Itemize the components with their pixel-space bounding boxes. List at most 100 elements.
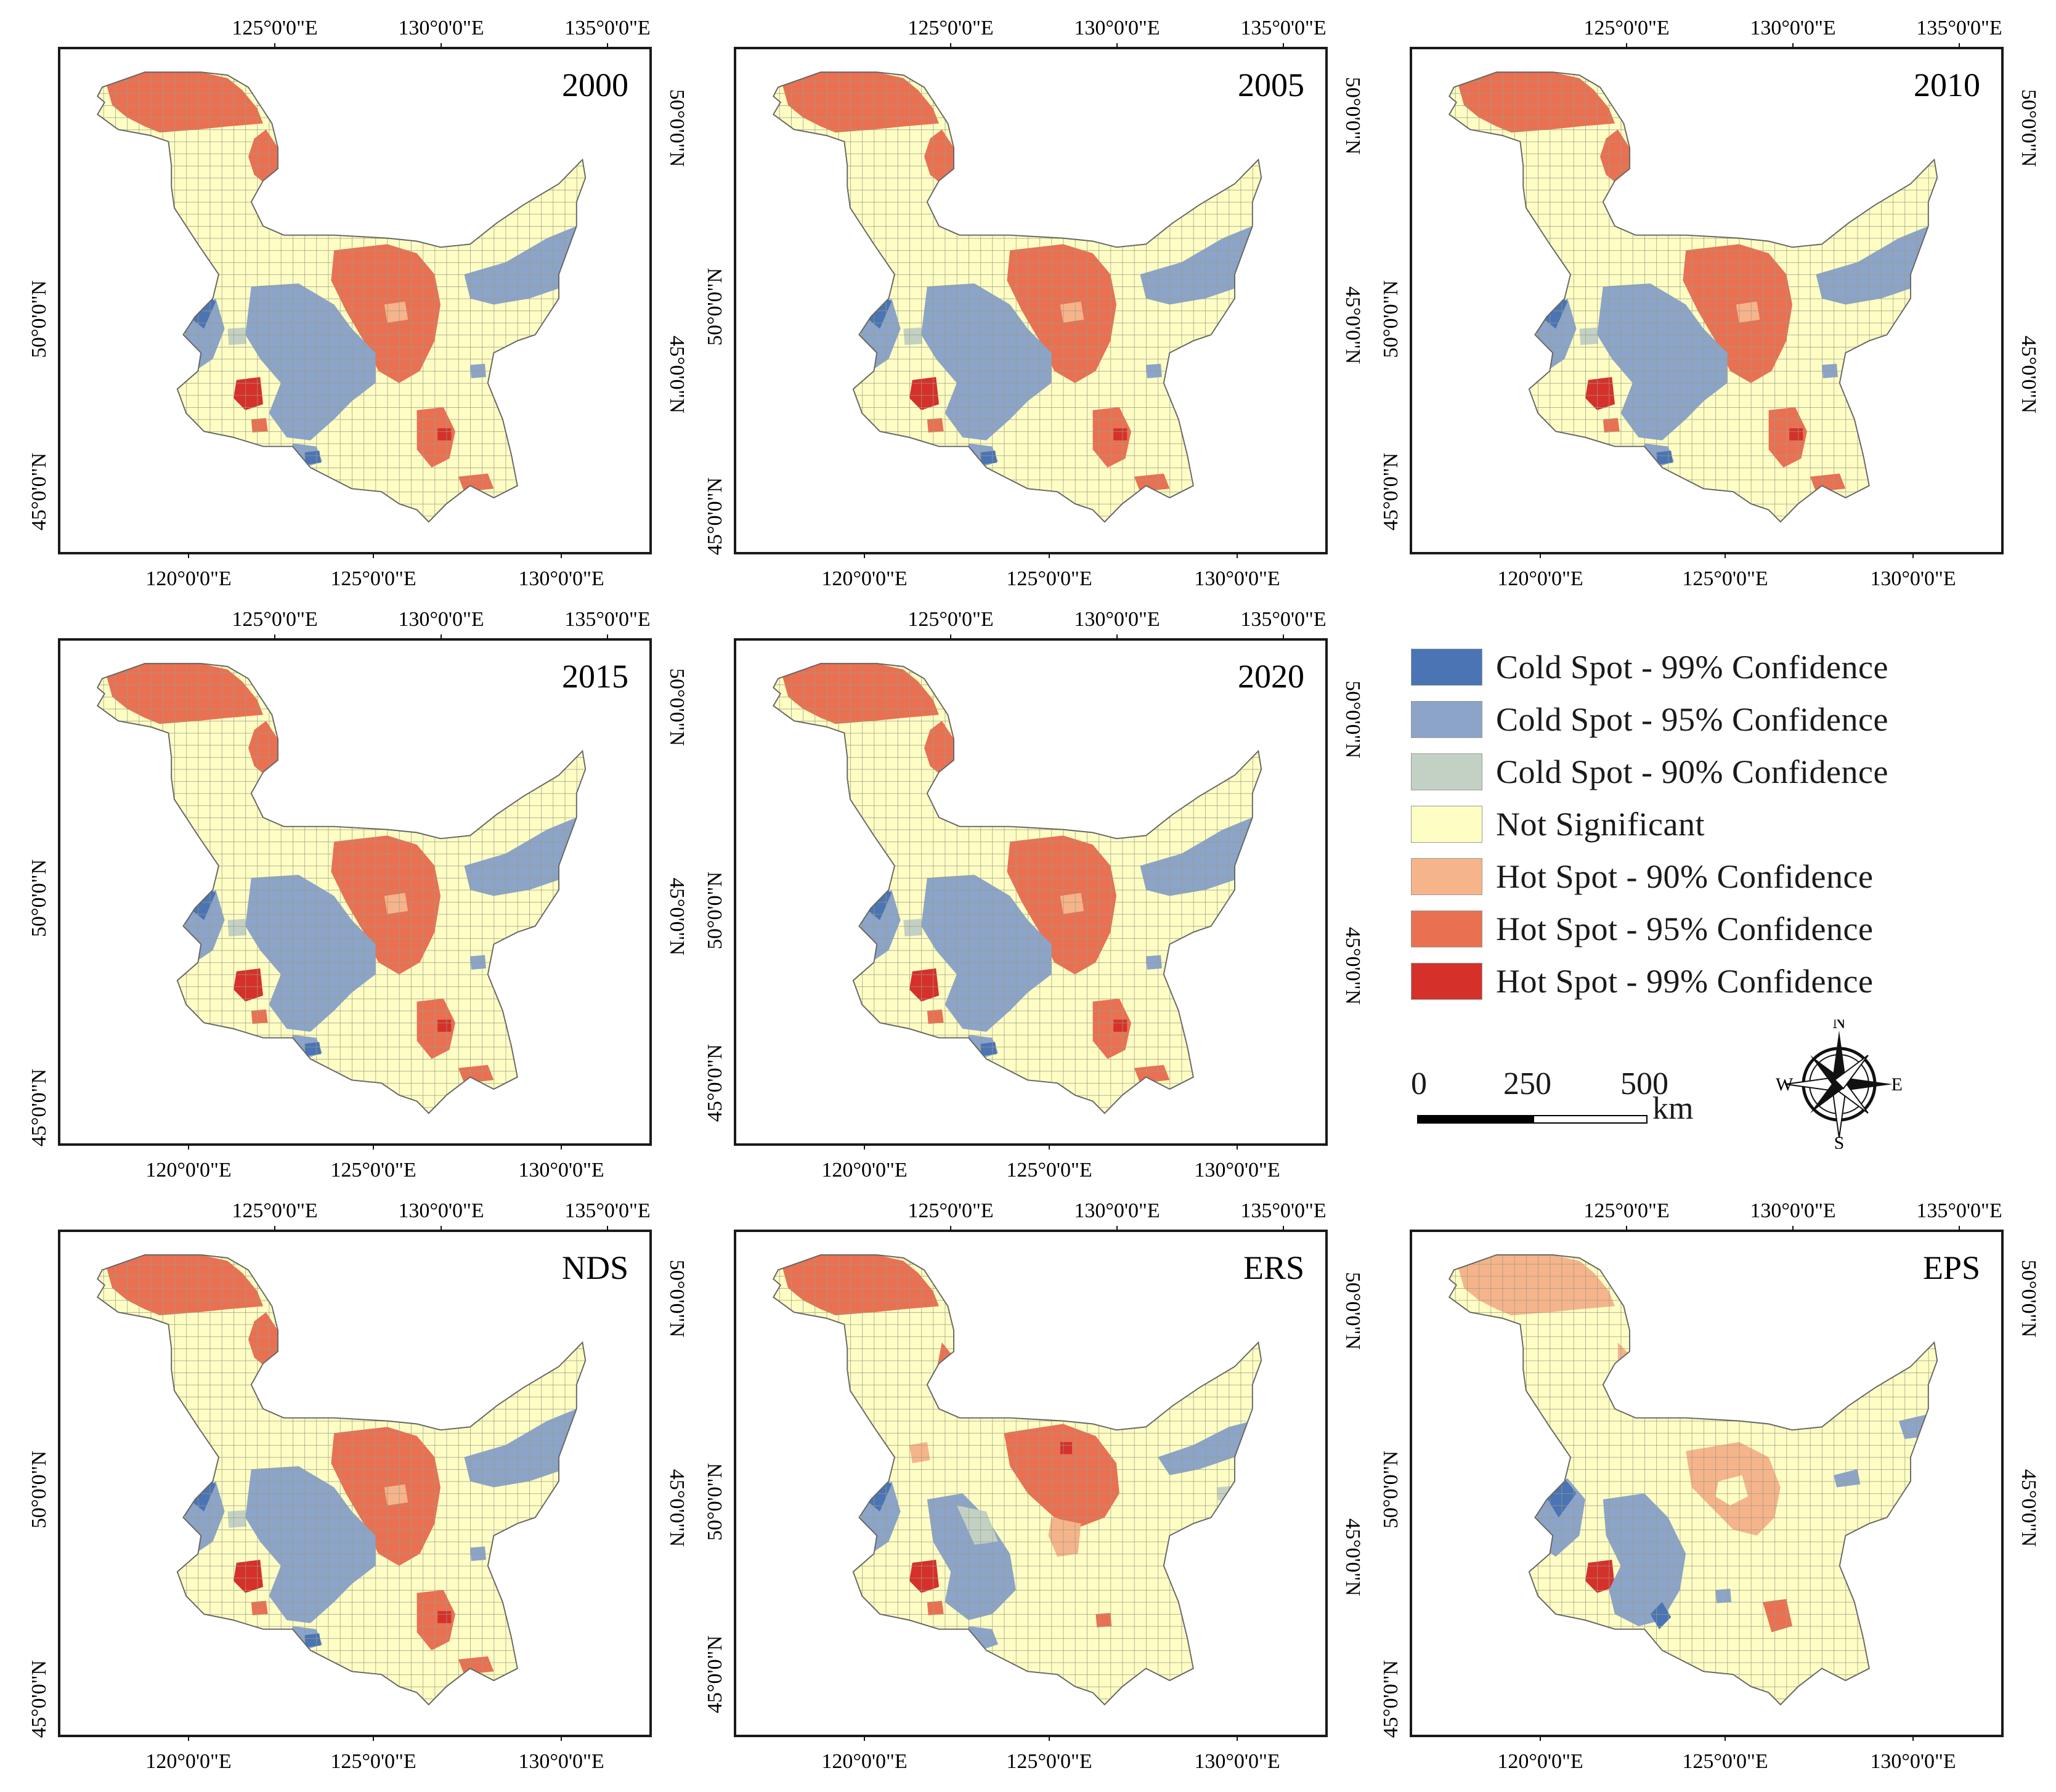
axis-label-right: 45°0'0"N [665,336,688,413]
legend-item-hot95: Hot Spot - 95% Confidence [1411,902,2027,955]
panel-title: 2020 [1238,658,1304,695]
axis-label-bottom: 120°0'0"E [821,1159,907,1182]
axis-label-top: 130°0'0"E [398,1199,484,1222]
axis-label-bottom: 120°0'0"E [821,567,907,590]
axis-label-top: 135°0'0"E [1240,608,1326,631]
axis-label-top: 130°0'0"E [1750,1199,1835,1222]
axis-label-top: 125°0'0"E [908,1199,993,1222]
axis-label-bottom: 130°0'0"E [1870,567,1956,590]
axis-label-bottom: 125°0'0"E [1006,1750,1092,1773]
axis-label-bottom: 125°0'0"E [330,567,416,590]
map-panel-ers: ERS 125°0'0"E 130°0'0"E 135°0'0"E 120°0'0"E 1… [704,1199,1364,1773]
legend-swatch-hot90 [1411,857,1482,895]
axis-label-bottom: 120°0'0"E [1497,1750,1583,1773]
map-panel-2010: 2010 125°0'0"E 130°0'0"E 135°0'0"E 120°0'0"E… [1379,17,2040,590]
axis-label-bottom: 130°0'0"E [1194,1159,1280,1182]
legend-label: Hot Spot - 90% Confidence [1496,857,1874,895]
axis-label-top: 130°0'0"E [398,608,484,631]
axis-label-top: 125°0'0"E [232,17,317,39]
panel-title: 2015 [562,658,628,695]
axis-label-right: 50°0'0"N [2017,1260,2040,1337]
axis-label-left: 45°0'0"N [28,1069,51,1146]
legend: Cold Spot - 99% Confidence Cold Spot - 95… [1411,641,2027,1007]
axis-label-top: 130°0'0"E [398,17,484,39]
axis-label-bottom: 120°0'0"E [145,1159,231,1182]
axis-label-bottom: 125°0'0"E [1682,1750,1768,1773]
axis-label-top: 130°0'0"E [1750,17,1835,39]
scale-bar-white [1533,1115,1648,1124]
legend-swatch-cold90 [1411,753,1482,790]
axis-label-right: 45°0'0"N [1341,1518,1364,1596]
axis-label-bottom: 125°0'0"E [330,1750,416,1773]
axis-label-right: 45°0'0"N [2017,1469,2040,1547]
map-panel-eps: EPS 125°0'0"E 130°0'0"E 135°0'0"E 120°0'0"E 1… [1379,1199,2040,1773]
scale-bar: 0 250 500 km [1411,1066,1693,1140]
map-panel-nds: NDS 125°0'0"E 130°0'0"E 135°0'0"E 120°0'0"E 1… [28,1199,688,1773]
axis-label-left: 50°0'0"N [704,872,726,949]
legend-label: Hot Spot - 95% Confidence [1496,910,1874,947]
panel-title: NDS [562,1249,628,1286]
axis-label-top: 135°0'0"E [1916,17,2002,39]
compass-w: W [1776,1074,1794,1095]
axis-label-left: 50°0'0"N [28,280,51,358]
axis-label-left: 50°0'0"N [28,859,51,937]
legend-label: Cold Spot - 90% Confidence [1496,753,1888,790]
axis-label-bottom: 125°0'0"E [1682,567,1768,590]
axis-label-top: 135°0'0"E [564,608,650,631]
axis-label-right: 50°0'0"N [2017,89,2040,167]
axis-label-right: 45°0'0"N [1341,927,1364,1005]
axis-label-right: 45°0'0"N [665,878,688,955]
scale-bar-black [1417,1115,1534,1124]
axis-label-top: 125°0'0"E [1583,1199,1669,1222]
axis-label-top: 125°0'0"E [232,608,317,631]
axis-label-top: 125°0'0"E [232,1199,317,1222]
legend-swatch-hot95 [1411,910,1482,947]
axis-label-left: 45°0'0"N [1379,453,1402,530]
panel-title: 2000 [562,67,628,103]
axis-label-bottom: 130°0'0"E [518,1159,604,1182]
legend-item-cold95: Cold Spot - 95% Confidence [1411,693,2027,745]
axis-label-left: 50°0'0"N [1379,280,1402,358]
panel-title: ERS [1243,1249,1304,1286]
axis-label-left: 50°0'0"N [28,1451,51,1528]
axis-label-bottom: 125°0'0"E [1006,567,1092,590]
map-panel-2020: 2020 125°0'0"E 130°0'0"E 135°0'0"E 120°0'0"E… [704,608,1364,1182]
legend-item-hot99: Hot Spot - 99% Confidence [1411,955,2027,1007]
axis-label-top: 135°0'0"E [1916,1199,2002,1222]
axis-label-top: 130°0'0"E [1074,17,1160,39]
map-panel-2015: 2015 125°0'0"E 130°0'0"E 135°0'0"E 120°0'0"E… [28,608,688,1182]
axis-label-top: 135°0'0"E [1240,1199,1326,1222]
axis-label-right: 50°0'0"N [665,1260,688,1337]
panel-title: EPS [1923,1249,1980,1286]
legend-item-hot90: Hot Spot - 90% Confidence [1411,850,2027,902]
axis-label-right: 50°0'0"N [1341,1272,1364,1350]
panel-title: 2005 [1238,67,1304,103]
legend-swatch-hot99 [1411,962,1482,1000]
axis-label-bottom: 130°0'0"E [1194,1750,1280,1773]
axis-label-left: 45°0'0"N [704,1044,726,1122]
map-panel-2000: 2000 125°0'0"E 130°0'0"E 135°0'0"E 120°0'0"E… [28,17,688,590]
axis-label-left: 45°0'0"N [704,477,726,555]
legend-label: Cold Spot - 99% Confidence [1496,648,1888,686]
axis-label-top: 135°0'0"E [564,1199,650,1222]
axis-label-bottom: 120°0'0"E [821,1750,907,1773]
axis-label-top: 125°0'0"E [908,608,993,631]
axis-label-bottom: 120°0'0"E [145,567,231,590]
compass-n: N [1832,1020,1846,1032]
legend-item-cold99: Cold Spot - 99% Confidence [1411,641,2027,693]
legend-swatch-cold95 [1411,700,1482,738]
axis-label-bottom: 130°0'0"E [518,567,604,590]
axis-label-right: 50°0'0"N [665,668,688,746]
axis-label-left: 50°0'0"N [1379,1451,1402,1528]
axis-label-top: 130°0'0"E [1074,608,1160,631]
axis-label-bottom: 130°0'0"E [518,1750,604,1773]
axis-label-top: 135°0'0"E [564,17,650,39]
axis-label-bottom: 130°0'0"E [1194,567,1280,590]
legend-swatch-cold99 [1411,648,1482,686]
legend-item-cold90: Cold Spot - 90% Confidence [1411,745,2027,798]
axis-label-right: 50°0'0"N [1341,681,1364,758]
axis-label-top: 125°0'0"E [908,17,993,39]
axis-label-left: 45°0'0"N [28,1660,51,1738]
axis-label-top: 125°0'0"E [1583,17,1669,39]
